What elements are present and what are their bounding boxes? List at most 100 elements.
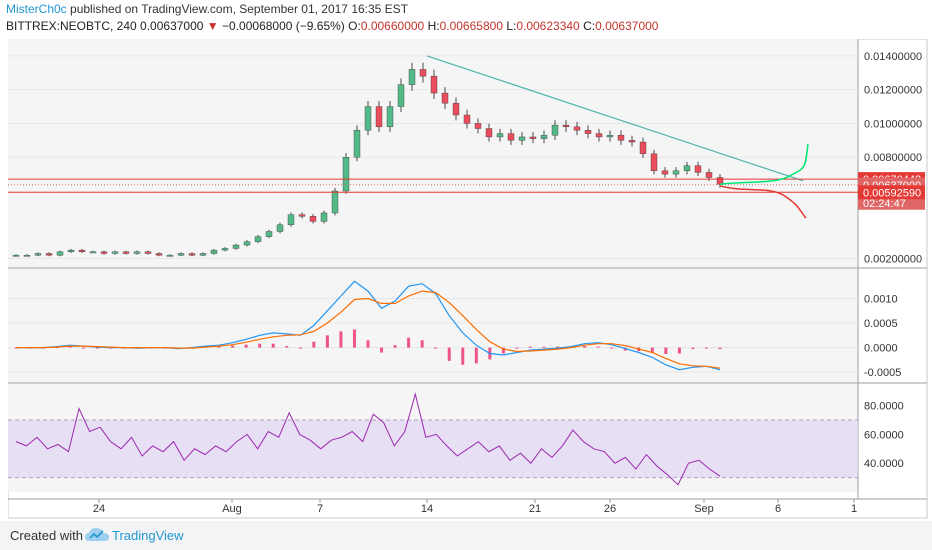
macd-histogram-bar (650, 347, 654, 353)
author-link[interactable]: MisterCh0c (6, 2, 67, 16)
candle (298, 214, 306, 217)
macd-histogram-bar (691, 347, 695, 350)
macd-tick-label: 0.0000 (864, 343, 898, 355)
candle (430, 75, 438, 94)
candle (694, 165, 702, 173)
pane-background (8, 39, 858, 267)
candle (232, 244, 240, 249)
candle (441, 92, 449, 104)
macd-histogram-bar (231, 345, 235, 348)
macd-histogram-bar (352, 329, 356, 348)
candle (617, 135, 625, 141)
candle (78, 249, 86, 253)
tradingview-brand-link[interactable]: TradingView (112, 528, 184, 543)
macd-histogram-bar (68, 346, 72, 348)
macd-histogram-bar (82, 347, 86, 349)
candle (518, 136, 526, 141)
time-tick-label: Sep (694, 503, 714, 515)
candle (716, 177, 724, 185)
candle (144, 251, 152, 254)
candle (276, 224, 284, 232)
candle (650, 153, 658, 171)
candle (122, 251, 130, 254)
tradingview-cloud-icon (85, 528, 109, 541)
candle (221, 248, 229, 251)
macd-histogram-bar (664, 347, 668, 354)
candle (474, 123, 482, 129)
candle (265, 231, 273, 237)
price-tick-label: 0.01200000 (864, 85, 922, 97)
price-change: −0.00068000 (−9.65%) (222, 19, 345, 33)
macd-histogram-bar (271, 343, 275, 348)
macd-tick-label: 0.0010 (864, 293, 898, 305)
price-tick-label: 0.00200000 (864, 254, 922, 266)
close-label: C: (583, 19, 596, 33)
candle (353, 129, 361, 158)
candle (89, 251, 97, 254)
candle (397, 84, 405, 107)
macd-histogram-bar (556, 346, 560, 348)
time-tick-label: 24 (93, 503, 105, 515)
macd-tick-label: 0.0005 (864, 318, 898, 330)
candle (34, 253, 42, 256)
candle (188, 253, 196, 256)
candle (529, 136, 537, 139)
candle (210, 249, 218, 254)
rsi-band (8, 420, 858, 478)
candle (485, 128, 493, 138)
candle (683, 165, 691, 171)
candle (155, 253, 163, 256)
macd-histogram-bar (393, 345, 397, 348)
open-value: 0.00660000 (360, 19, 425, 33)
price-axis-badge-label: 0.00592590 (863, 187, 921, 199)
high-value: 0.00665800 (439, 19, 503, 33)
resistance-trendline (426, 55, 804, 182)
candle (386, 106, 394, 128)
candle (133, 251, 141, 254)
candle (540, 135, 548, 139)
rsi-tick-label: 60.0000 (864, 429, 904, 441)
chart-svg[interactable]: 24 Aug 7 14 21 26 Sep 6 1 0.01400000 0.01200000 0.0… (7, 38, 928, 519)
candle (342, 157, 350, 192)
rsi-tick-label: 80.0000 (864, 401, 904, 413)
macd-histogram-bar (95, 347, 99, 349)
macd-histogram-bar (501, 347, 505, 354)
time-tick-label: 6 (775, 503, 781, 515)
bearish-projection-line (719, 185, 807, 219)
rsi-line (15, 392, 721, 486)
candle (320, 212, 328, 222)
change-arrow-icon: ▼ (206, 19, 219, 33)
time-tick-label: 1 (851, 503, 857, 515)
macd-histogram-bar (542, 346, 546, 348)
candle (375, 106, 383, 128)
macd-histogram-bar (298, 347, 302, 349)
candle (419, 69, 427, 77)
footer-bar: Created with TradingView (0, 521, 932, 550)
candle (67, 249, 75, 253)
low-value: 0.00623340 (516, 19, 580, 33)
macd-histogram-bar (583, 346, 587, 348)
macd-histogram-bar (217, 346, 221, 348)
candle (496, 133, 504, 138)
symbol-label[interactable]: BITTREX:NEOBTC, 240 (6, 19, 137, 33)
publish-info: MisterCh0c published on TradingView.com,… (6, 2, 408, 16)
last-price: 0.00637000 (140, 19, 204, 33)
macd-signal-line (16, 290, 721, 369)
high-label: H: (427, 19, 440, 33)
candle (639, 141, 647, 155)
price-axis-badge (858, 185, 925, 200)
candle (243, 241, 251, 246)
macd-histogram-bar (596, 346, 600, 348)
macd-histogram-bar (434, 347, 438, 349)
candle (166, 254, 174, 257)
pane-background (8, 269, 858, 382)
macd-histogram-bar (528, 346, 532, 348)
macd-histogram-bar (461, 347, 465, 365)
candle (595, 133, 603, 138)
candle (452, 102, 460, 116)
chart-area[interactable]: 24 Aug 7 14 21 26 Sep 6 1 0.01400000 0.01200000 0.0… (7, 38, 928, 519)
macd-histogram-bar (339, 331, 343, 348)
macd-histogram-bar (407, 337, 411, 348)
low-label: L: (506, 19, 517, 33)
candle (705, 172, 713, 178)
